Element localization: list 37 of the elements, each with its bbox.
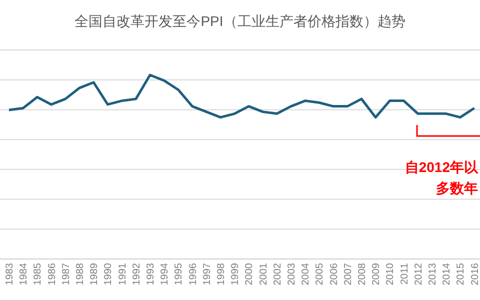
annotation: 自2012年以 <box>404 159 479 175</box>
x-tick-label: 1995 <box>174 262 185 286</box>
x-tick-label: 2000 <box>244 262 256 286</box>
x-tick-label: 1989 <box>89 262 100 286</box>
x-tick-label: 1985 <box>32 262 44 286</box>
x-tick-label: 1986 <box>46 262 58 286</box>
x-tick-label: 1994 <box>160 262 171 286</box>
x-tick-label: 2002 <box>272 262 284 286</box>
x-tick-label: 2006 <box>328 262 340 286</box>
x-tick-label: 1988 <box>75 262 86 286</box>
annotation: 多数年 <box>436 180 478 196</box>
x-tick-label: 2005 <box>314 262 326 286</box>
chart-title: 全国自改革开发至今PPI（工业生产者价格指数）趋势 <box>74 13 406 29</box>
x-tick-label: 1996 <box>188 262 199 286</box>
x-tick-label: 2013 <box>428 262 438 286</box>
x-tick-label: 2014 <box>442 262 453 286</box>
x-tick-label: 1992 <box>131 262 142 286</box>
x-tick-label: 1987 <box>60 262 72 286</box>
x-tick-label: 1983 <box>4 262 16 286</box>
x-tick-label: 1997 <box>202 262 213 286</box>
x-tick-label: 1999 <box>230 262 242 286</box>
x-tick-label: 2001 <box>258 262 270 286</box>
x-tick-label: 1998 <box>216 262 227 286</box>
x-tick-label: 2007 <box>342 262 354 286</box>
x-tick-label: 2010 <box>385 262 396 286</box>
x-tick-label: 1991 <box>117 262 128 286</box>
x-tick-label: 2015 <box>456 262 467 286</box>
x-tick-label: 1993 <box>146 262 156 286</box>
x-tick-label: 2011 <box>399 262 410 285</box>
x-tick-label: 2003 <box>286 262 298 286</box>
x-tick-label: 2009 <box>371 262 382 286</box>
x-tick-label: 1984 <box>18 262 30 286</box>
x-tick-label: 1990 <box>103 262 114 286</box>
x-tick-label: 2008 <box>357 262 368 286</box>
x-tick-label: 2004 <box>300 262 312 286</box>
x-tick-label: 2016 <box>470 262 480 286</box>
x-tick-label: 2012 <box>413 262 424 286</box>
